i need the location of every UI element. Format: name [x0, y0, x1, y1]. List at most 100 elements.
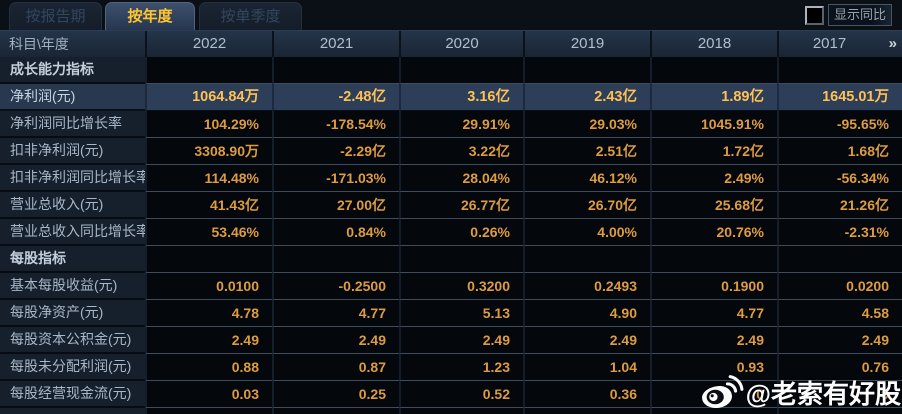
table-row[interactable]: 扣非净利润同比增长率 114.48% -171.03% 28.04% 46.12% 2.4…: [0, 165, 902, 192]
value-cell: [523, 408, 650, 414]
value-cell: 0.52: [399, 381, 523, 408]
value-cell: 4.90: [523, 300, 650, 327]
row-label: 营业总收入同比增长率: [0, 219, 145, 246]
row-label: 营业总收入(元): [0, 192, 145, 219]
more-years-icon[interactable]: »: [888, 35, 897, 52]
value-cell: 114.48%: [145, 165, 272, 192]
value-cell: 2.49: [399, 327, 523, 354]
value-cell: 4.77: [650, 300, 777, 327]
value-cell: [523, 57, 650, 84]
table-row[interactable]: 每股经营现金流(元) 0.03 0.25 0.52 0.36 0 9: [0, 381, 902, 408]
value-cell: 0.1900: [650, 273, 777, 300]
value-cell: 4.00%: [523, 219, 650, 246]
value-cell: [399, 408, 523, 414]
value-cell: 4.78: [145, 300, 272, 327]
value-cell: [777, 246, 902, 273]
value-cell: 3.22亿: [399, 138, 523, 165]
year-header-2022: 2022: [145, 31, 272, 57]
value-cell: 2.43亿: [523, 84, 650, 111]
table-row[interactable]: 每股净资产(元) 4.78 4.77 5.13 4.90 4.77 4.58: [0, 300, 902, 327]
row-label: 净利润(元): [0, 84, 145, 111]
value-cell: 41.43亿: [145, 192, 272, 219]
table-row: [0, 408, 902, 414]
value-cell: 2.49: [523, 327, 650, 354]
value-cell: 53.46%: [145, 219, 272, 246]
row-label: 成长能力指标: [0, 57, 145, 84]
value-cell: -56.34%: [777, 165, 902, 192]
value-cell: [145, 408, 272, 414]
table-row[interactable]: 每股未分配利润(元) 0.88 0.87 1.23 1.04 0.93 0.76: [0, 354, 902, 381]
year-header-2021: 2021: [272, 31, 399, 57]
value-cell: 29.03%: [523, 111, 650, 138]
value-cell: 26.70亿: [523, 192, 650, 219]
value-cell: 0.88: [145, 354, 272, 381]
table-row[interactable]: 扣非净利润(元) 3308.90万 -2.29亿 3.22亿 2.51亿 1.72亿 1.6…: [0, 138, 902, 165]
value-cell: 5.13: [399, 300, 523, 327]
value-cell: [650, 408, 777, 414]
corner-header: 科目\年度: [9, 36, 69, 52]
table-row[interactable]: 净利润同比增长率 104.29% -178.54% 29.91% 29.03% 1045.…: [0, 111, 902, 138]
value-cell: 0: [650, 381, 777, 408]
value-cell: 2.49: [272, 327, 399, 354]
row-label: 扣非净利润同比增长率: [0, 165, 145, 192]
row-label: 每股经营现金流(元): [0, 381, 145, 408]
value-cell: 3.16亿: [399, 84, 523, 111]
value-cell: 1.72亿: [650, 138, 777, 165]
row-label: 每股指标: [0, 246, 145, 273]
table-row[interactable]: 每股资本公积金(元) 2.49 2.49 2.49 2.49 2.49 2.49: [0, 327, 902, 354]
value-cell: [523, 246, 650, 273]
value-cell: [650, 246, 777, 273]
value-cell: [145, 57, 272, 84]
table-row[interactable]: 营业总收入(元) 41.43亿 27.00亿 26.77亿 26.70亿 25.68亿 21…: [0, 192, 902, 219]
value-cell: [399, 57, 523, 84]
value-cell: 3308.90万: [145, 138, 272, 165]
value-cell: 2.49: [650, 327, 777, 354]
value-cell: 4.77: [272, 300, 399, 327]
year-header-2017: 2017»: [777, 31, 902, 57]
row-label: 基本每股收益(元): [0, 273, 145, 300]
value-cell: 0.93: [650, 354, 777, 381]
table-row[interactable]: 净利润(元) 1064.84万 -2.48亿 3.16亿 2.43亿 1.89亿 1645.…: [0, 84, 902, 111]
value-cell: [399, 246, 523, 273]
show-yoy-label[interactable]: 显示同比: [828, 4, 892, 26]
value-cell: 0.26%: [399, 219, 523, 246]
value-cell: -0.2500: [272, 273, 399, 300]
table-body: 成长能力指标 净利润(元) 1064.84万 -2.48亿 3.16亿 2.43亿 1.89…: [0, 57, 902, 414]
value-cell: 4.58: [777, 300, 902, 327]
value-cell: -2.29亿: [272, 138, 399, 165]
row-label: 扣非净利润(元): [0, 138, 145, 165]
value-cell: 1.23: [399, 354, 523, 381]
table-row[interactable]: 基本每股收益(元) 0.0100 -0.2500 0.3200 0.2493 0.1900…: [0, 273, 902, 300]
value-cell: 0.84%: [272, 219, 399, 246]
table-row[interactable]: 营业总收入同比增长率 53.46% 0.84% 0.26% 4.00% 20.76% -2.…: [0, 219, 902, 246]
tab-quarterly[interactable]: 按单季度: [199, 2, 302, 30]
row-label: 每股资本公积金(元): [0, 327, 145, 354]
value-cell: 2.49: [777, 327, 902, 354]
value-cell: 0.3200: [399, 273, 523, 300]
value-cell: 0.03: [145, 381, 272, 408]
value-cell: 0.76: [777, 354, 902, 381]
value-cell: 1045.91%: [650, 111, 777, 138]
value-cell: 2.49: [145, 327, 272, 354]
tab-annual[interactable]: 按年度: [105, 2, 195, 30]
value-cell: 0.0200: [777, 273, 902, 300]
tab-report-period[interactable]: 按报告期: [9, 2, 102, 30]
value-cell: 1645.01万: [777, 84, 902, 111]
value-cell: [272, 246, 399, 273]
show-yoy-checkbox[interactable]: [805, 6, 824, 25]
value-cell: [145, 246, 272, 273]
value-cell: 2.49%: [650, 165, 777, 192]
table-header-row: 科目\年度 2022 2021 2020 2019 2018 2017»: [0, 30, 902, 57]
value-cell: 26.77亿: [399, 192, 523, 219]
year-header-2018: 2018: [650, 31, 777, 57]
value-cell: 104.29%: [145, 111, 272, 138]
year-header-2020: 2020: [399, 31, 523, 57]
section-row: 成长能力指标: [0, 57, 902, 84]
value-cell: 0.87: [272, 354, 399, 381]
value-cell: [777, 57, 902, 84]
value-cell: 25.68亿: [650, 192, 777, 219]
value-cell: 0.36: [523, 381, 650, 408]
value-cell: 28.04%: [399, 165, 523, 192]
year-header-2019: 2019: [523, 31, 650, 57]
